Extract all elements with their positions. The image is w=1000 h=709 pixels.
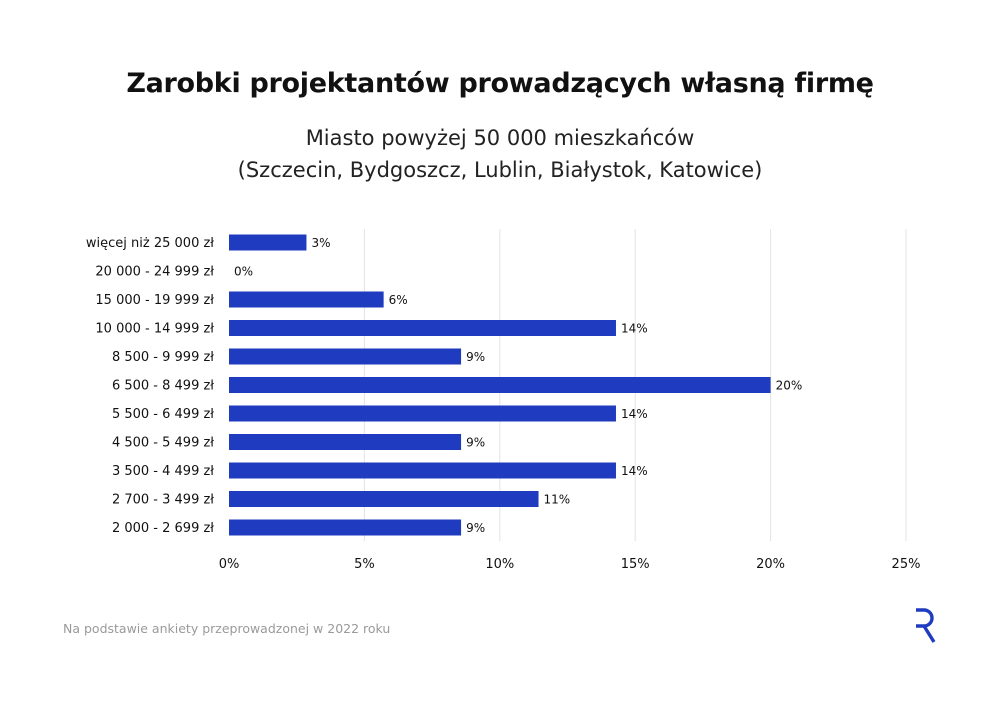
x-tick-label: 20%: [756, 557, 785, 572]
data-label: 14%: [621, 464, 648, 478]
category-label: 6 500 - 8 499 zł: [112, 379, 214, 394]
data-label: 6%: [389, 293, 408, 307]
x-tick-label: 0%: [219, 557, 240, 572]
chart-subtitle-line2: (Szczecin, Bydgoszcz, Lublin, Białystok,…: [237, 158, 763, 182]
category-label: 3 500 - 4 499 zł: [112, 464, 214, 479]
x-tick-label: 5%: [354, 557, 375, 572]
data-label: 20%: [776, 379, 803, 393]
data-label: 14%: [621, 407, 648, 421]
chart-title: Zarobki projektantów prowadzących własną…: [126, 68, 874, 99]
data-label: 14%: [621, 322, 648, 336]
bar: [229, 405, 616, 422]
data-label: 0%: [234, 265, 253, 279]
x-tick-label: 15%: [621, 557, 650, 572]
footer-note: Na podstawie ankiety przeprowadzonej w 2…: [63, 621, 391, 636]
category-label: 5 500 - 6 499 zł: [112, 407, 214, 422]
bar: [229, 462, 616, 479]
category-label: więcej niż 25 000 zł: [86, 236, 214, 251]
data-label: 9%: [466, 350, 485, 364]
category-label: 8 500 - 9 999 zł: [112, 350, 214, 365]
bar: [229, 491, 539, 507]
category-label: 10 000 - 14 999 zł: [95, 322, 214, 337]
category-label: 15 000 - 19 999 zł: [95, 293, 214, 308]
bar: [229, 234, 307, 251]
bar: [229, 377, 771, 393]
data-label: 11%: [544, 493, 571, 507]
brand-logo-icon: [916, 608, 936, 643]
category-label: 20 000 - 24 999 zł: [95, 265, 214, 280]
x-tick-label: 25%: [892, 557, 921, 572]
bar: [229, 320, 616, 336]
category-label: 2 700 - 3 499 zł: [112, 493, 214, 508]
bar: [229, 291, 384, 308]
bar: [229, 434, 462, 450]
chart-subtitle-line1: Miasto powyżej 50 000 mieszkańców: [305, 126, 695, 150]
bar: [229, 348, 462, 365]
data-label: 9%: [466, 436, 485, 450]
data-label: 3%: [311, 236, 330, 250]
x-tick-label: 10%: [485, 557, 514, 572]
category-label: 2 000 - 2 699 zł: [112, 521, 214, 536]
category-label: 4 500 - 5 499 zł: [112, 436, 214, 451]
bar: [229, 519, 462, 536]
data-label: 9%: [466, 521, 485, 535]
